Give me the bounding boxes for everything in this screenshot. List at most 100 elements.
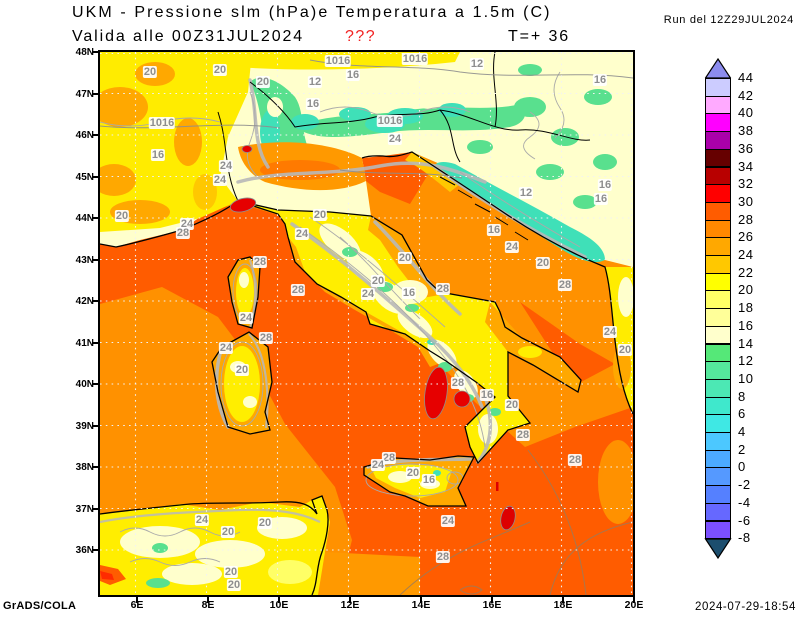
colorbar-cell (705, 166, 731, 186)
render-timestamp: 2024-07-29-18:54 (694, 601, 796, 613)
colorbar-cell (705, 414, 731, 433)
colorbar-tick-label: 28 (738, 211, 754, 227)
valid-time-label: Valida alle 00Z31JUL2024 (72, 28, 305, 45)
lon-tick (491, 597, 493, 603)
lat-tick-label: 39N (75, 420, 94, 432)
lat-tick (92, 383, 99, 385)
colorbar-tick-label: 0 (738, 459, 746, 475)
colorbar-arrow-up-shape (704, 58, 732, 78)
warning-text: ??? (345, 28, 377, 45)
lat-tick-label: 37N (75, 503, 94, 515)
colorbar-tick-label: 42 (738, 87, 754, 103)
lat-tick (92, 258, 99, 261)
lon-tick (136, 597, 138, 603)
colorbar-cell (705, 255, 731, 274)
colorbar-tick-label: -2 (738, 477, 751, 493)
lat-tick-label: 46N (75, 130, 94, 141)
colorbar-arrow-down-shape (704, 538, 732, 559)
lat-tick-label: 40N (75, 379, 94, 390)
lat-tick (92, 507, 99, 510)
lon-tick-label: 12E (340, 599, 360, 611)
colorbar-tick-label: 12 (738, 353, 754, 369)
lon-tick (349, 597, 351, 603)
page-title: UKM - Pressione slm (hPa)e Temperatura a… (72, 4, 552, 21)
colorbar-cell (705, 378, 731, 398)
colorbar-tick-label: 40 (738, 105, 754, 121)
colorbar-cell (705, 131, 731, 150)
lon-tick (562, 597, 564, 603)
colorbar-tick-label: 2 (738, 441, 746, 457)
lat-tick-label: 48N (75, 47, 94, 58)
lon-tick (420, 597, 422, 603)
lon-tick-label: 20E (624, 599, 644, 611)
colorbar-tick-label: 6 (738, 406, 746, 422)
lat-tick (92, 549, 99, 551)
lat-tick (92, 424, 99, 427)
colorbar-cell (705, 78, 731, 97)
lat-tick (92, 134, 99, 136)
colorbar-tick-label: -6 (738, 512, 751, 528)
colorbar-tick-label: 8 (738, 388, 746, 404)
lon-tick (278, 597, 280, 603)
colorbar-tick-label: -8 (738, 530, 751, 546)
colorbar-cell (705, 449, 731, 469)
map-inner (100, 52, 633, 595)
colorbar-cell (705, 219, 731, 239)
colorbar-tick-label: -4 (738, 494, 751, 510)
lat-tick-label: 36N (75, 545, 94, 556)
colorbar-cell (705, 308, 731, 327)
lon-tick-label: 8E (201, 599, 215, 611)
lon-tick-label: 6E (130, 599, 144, 611)
lon-tick (207, 597, 209, 603)
colorbar-cell (705, 113, 731, 133)
run-label: Run del 12Z29JUL2024 (663, 14, 794, 26)
colorbar-tick-label: 16 (738, 317, 754, 333)
colorbar-cell (705, 485, 731, 504)
colorbar-cell (705, 184, 731, 203)
colorbar-tick-label: 4 (738, 424, 746, 439)
colorbar-tick-label: 36 (738, 140, 754, 156)
lat-tick (92, 175, 99, 178)
lon-tick-label: 16E (482, 599, 502, 611)
colorbar-cell (705, 502, 731, 522)
colorbar-cell (705, 325, 731, 345)
colorbar-tick-label: 30 (738, 193, 754, 209)
lat-tick-label: 38N (75, 462, 94, 473)
colorbar-tick-label: 26 (738, 229, 754, 245)
grads-credit: GrADS/COLA (3, 600, 77, 612)
lat-tick-label: 42N (75, 296, 94, 307)
colorbar-cell (705, 361, 731, 380)
colorbar-cell (705, 290, 731, 310)
temperature-colorbar: 44 42 40 38 36 34 32 30 28 26 24 22 20 18 16 14 12 10 8 6 4 2… (704, 58, 800, 580)
colorbar-cell (705, 95, 731, 115)
map-frame (98, 50, 635, 597)
colorbar-arrow-down-icon (704, 538, 732, 559)
colorbar-tick-label: 44 (738, 70, 754, 85)
lat-tick-label: 45N (75, 171, 94, 183)
lon-tick-label: 14E (411, 599, 431, 611)
colorbar-cell (705, 272, 731, 292)
lat-tick (92, 92, 99, 95)
lat-tick (92, 51, 99, 53)
colorbar-cell (705, 520, 731, 540)
lat-tick-label: 41N (75, 337, 94, 349)
lat-tick (92, 341, 99, 344)
colorbar-tick-label: 38 (738, 123, 754, 139)
lat-tick (92, 466, 99, 468)
lat-tick-label: 43N (75, 254, 94, 266)
lat-tick (92, 300, 99, 302)
colorbar-tick-label: 14 (738, 335, 754, 351)
colorbar-cell (705, 201, 731, 221)
colorbar-cell (705, 237, 731, 256)
colorbar-tick-label: 24 (738, 247, 754, 262)
lat-tick-label: 47N (75, 88, 94, 100)
colorbar-arrow-up-icon (704, 58, 732, 78)
lon-tick (633, 597, 635, 603)
lon-tick-label: 10E (269, 599, 289, 611)
colorbar-tick-label: 32 (738, 176, 754, 192)
colorbar-tick-label: 10 (738, 370, 754, 386)
colorbar-cell (705, 467, 731, 487)
colorbar-tick-label: 22 (738, 264, 754, 280)
colorbar-tick-label: 20 (738, 282, 754, 298)
